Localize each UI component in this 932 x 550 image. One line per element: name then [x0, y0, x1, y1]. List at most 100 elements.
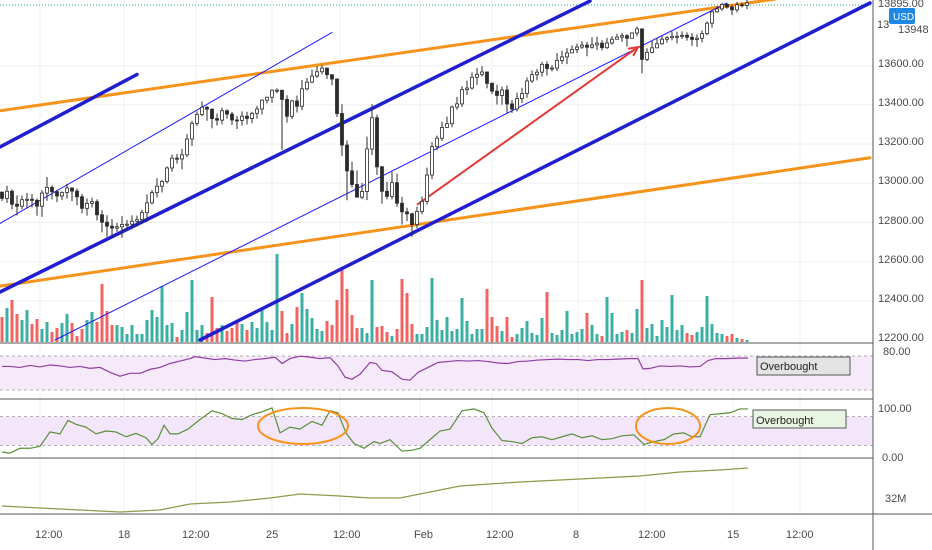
candle-up [575, 46, 579, 50]
current-price-badge [874, 0, 932, 8]
volume-bar [40, 329, 44, 342]
volume-bar [655, 336, 659, 342]
time-tick: 12:00 [182, 529, 210, 541]
volume-bar [730, 334, 734, 342]
candle-up [450, 106, 454, 125]
candle-up [430, 146, 434, 176]
candle-down [350, 170, 354, 185]
volume-bar [130, 325, 134, 342]
volume-bar [430, 278, 434, 342]
volume-bar [340, 267, 344, 342]
channel-line-thick[interactable] [198, 1, 872, 342]
volume-bars [0, 254, 749, 342]
candle-down [110, 225, 114, 229]
volume-bar [735, 338, 739, 342]
candle-up [580, 44, 584, 48]
rsi-panel[interactable] [0, 355, 873, 391]
channel-line-thick[interactable] [0, 72, 139, 149]
time-tick: 12:00 [35, 529, 63, 541]
candlesticks [0, 0, 749, 238]
volume-bar [660, 320, 664, 342]
volume-bar [445, 317, 449, 342]
volume-bar [585, 313, 589, 342]
volume-bar [725, 336, 729, 342]
price-panel[interactable] [0, 0, 872, 342]
candle-down [740, 4, 744, 7]
trendlines[interactable] [0, 0, 872, 342]
volume-bar [360, 328, 364, 342]
candle-up [160, 181, 164, 187]
candle-down [205, 106, 209, 110]
volume-bar [180, 330, 184, 342]
volume-bar [745, 340, 749, 342]
obv-axis-32m: 32M [885, 493, 906, 505]
price-tick-12200: 12200.00 [878, 332, 924, 344]
candle-up [60, 192, 64, 197]
rsi-line [2, 355, 748, 381]
volume-bar [400, 279, 404, 342]
candle-down [175, 157, 179, 160]
obv-panel[interactable] [1, 467, 749, 513]
volume-bar [525, 321, 529, 342]
candle-up [620, 35, 624, 38]
candle-down [495, 90, 499, 96]
volume-bar [310, 318, 314, 342]
channel-line-thin[interactable] [54, 2, 728, 341]
volume-bar [550, 333, 554, 342]
candle-up [525, 80, 529, 94]
volume-bar [480, 329, 484, 342]
volume-bar [375, 327, 379, 342]
volume-bar [590, 325, 594, 342]
price-axis[interactable]: 13 13600.00 13400.00 13200.00 13000.00 1… [874, 0, 932, 344]
stochastic-panel[interactable] [0, 407, 873, 454]
price-axis-clipped-tick: 13 [877, 19, 889, 31]
volume-bar [530, 333, 534, 342]
volume-bar [75, 336, 79, 342]
volume-bar [630, 333, 634, 342]
candle-up [470, 76, 474, 89]
volume-bar [170, 323, 174, 342]
volume-bar [315, 329, 319, 342]
candle-down [340, 113, 344, 146]
candle-up [180, 154, 184, 160]
volume-bar [715, 333, 719, 342]
time-axis[interactable]: 12:00 18 12:00 25 12:00 Feb 12:00 8 12:0… [35, 529, 814, 541]
volume-bar [275, 254, 279, 342]
candle-up [425, 174, 429, 202]
candle-up [465, 87, 469, 91]
usd-currency-badge[interactable] [889, 8, 915, 24]
volume-bar [80, 329, 84, 342]
volume-bar [700, 327, 704, 342]
candle-up [570, 49, 574, 54]
volume-bar [600, 336, 604, 342]
orange-trendline[interactable] [0, 0, 777, 113]
trend-arrow[interactable] [416, 46, 639, 206]
stoch-band [0, 416, 873, 446]
candle-down [215, 118, 219, 121]
stoch-overbought-box[interactable]: Overbought [752, 409, 847, 429]
obv-line [1, 467, 749, 513]
candle-up [220, 110, 224, 121]
volume-bar [520, 328, 524, 342]
candle-up [65, 187, 69, 193]
candle-down [295, 100, 299, 107]
candle-up [315, 71, 319, 77]
channel-line-thick[interactable] [0, 0, 592, 294]
volume-bar [190, 280, 194, 342]
candle-down [585, 44, 589, 48]
volume-bar [485, 289, 489, 342]
volume-bar [570, 334, 574, 342]
rsi-overbought-box[interactable]: Overbought [756, 356, 851, 376]
volume-bar [115, 325, 119, 342]
highlight-ellipse[interactable] [635, 407, 701, 445]
volume-bar [740, 339, 744, 342]
highlight-ellipse[interactable] [257, 407, 349, 445]
price-tick-13000: 13000.00 [878, 175, 924, 187]
volume-bar [505, 317, 509, 342]
candle-up [360, 191, 364, 198]
candle-up [130, 220, 134, 225]
volume-bar [370, 280, 374, 342]
volume-bar [465, 321, 469, 342]
candle-up [25, 198, 29, 201]
